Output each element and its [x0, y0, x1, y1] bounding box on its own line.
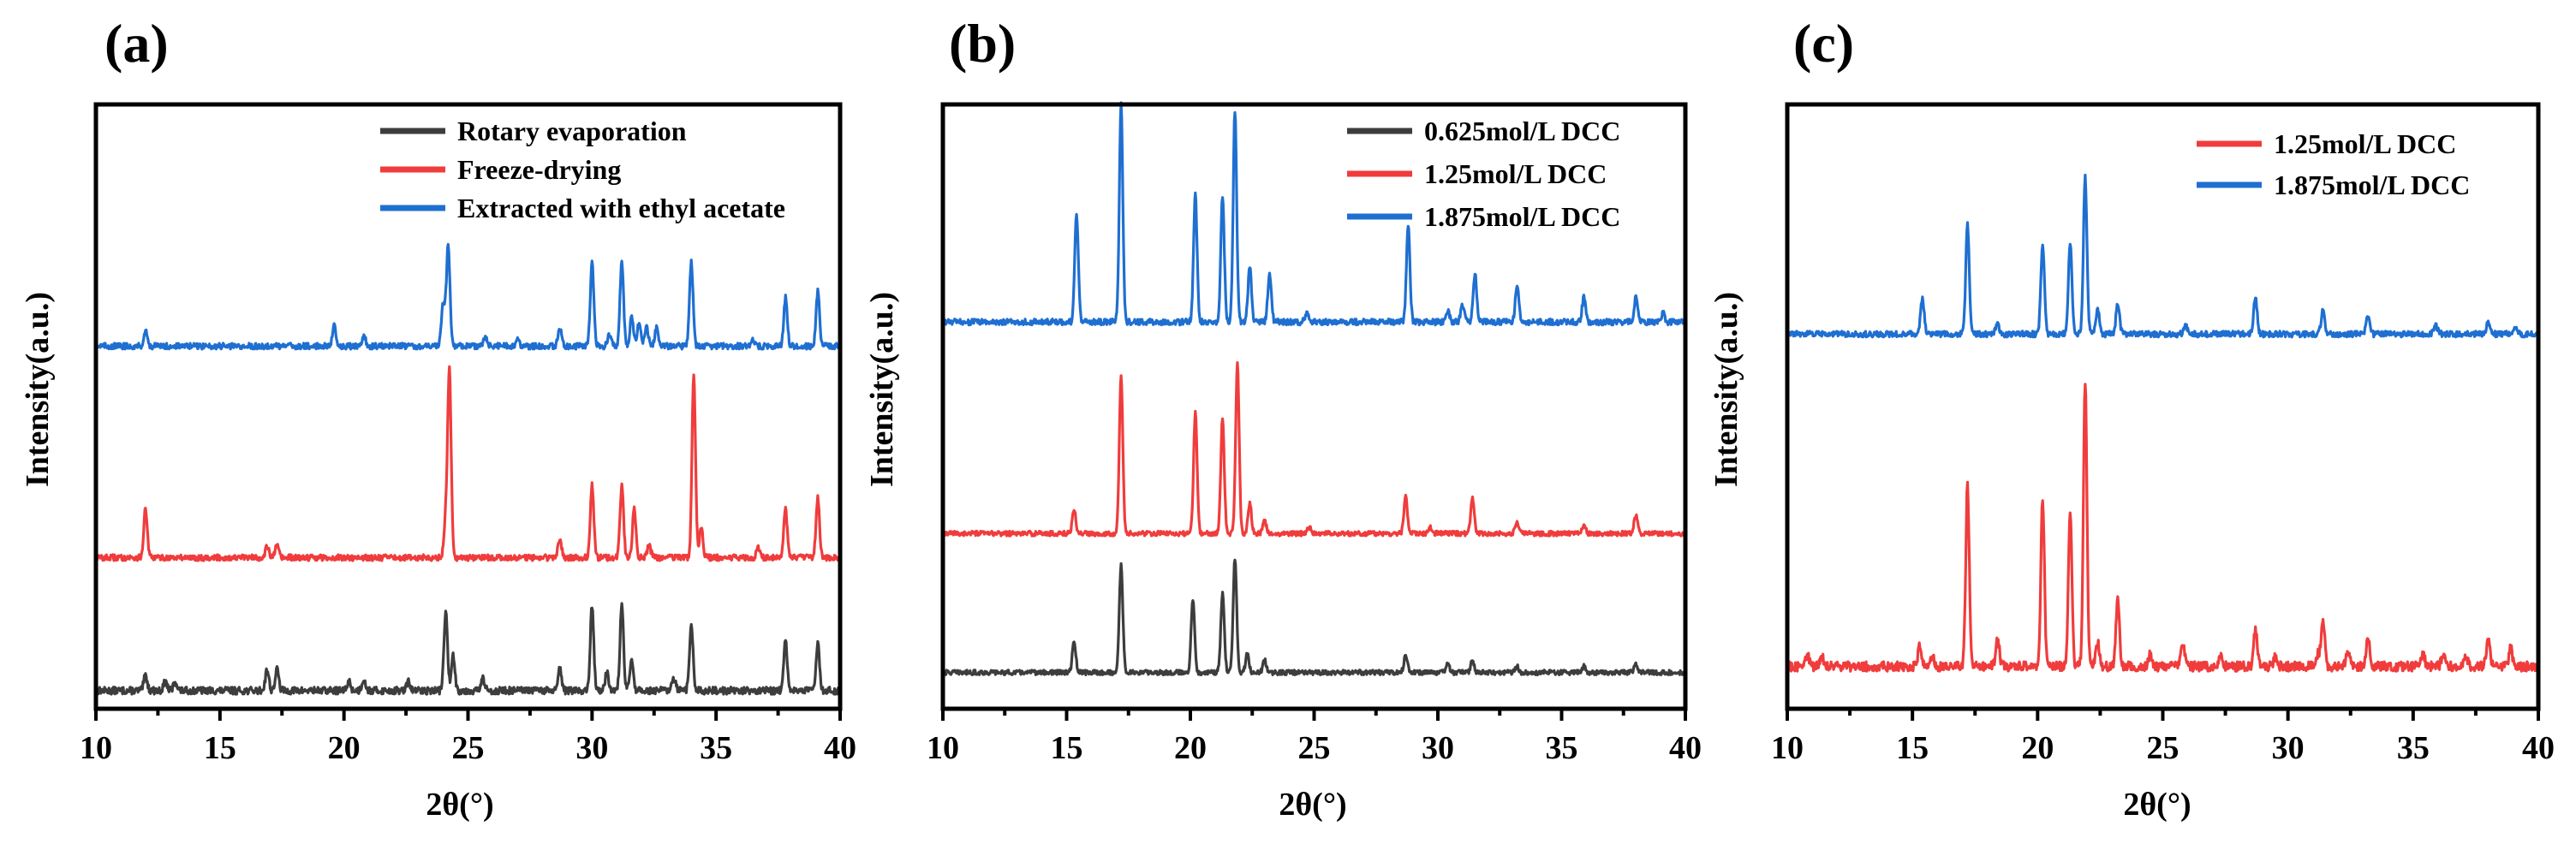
series-line-freeze-drying [94, 365, 842, 562]
x-tick-label: 25 [452, 730, 485, 766]
panel-a-traces [94, 242, 842, 696]
x-tick-label: 35 [2397, 730, 2430, 766]
x-tick-label: 10 [80, 730, 112, 766]
x-tick-label: 15 [204, 730, 236, 766]
x-tick-label: 20 [1174, 730, 1207, 766]
panel-b-xlabel: 2θ(°) [1279, 787, 1346, 823]
x-tick-label: 30 [575, 730, 608, 766]
legend-label: 0.625mol/L DCC [1424, 116, 1620, 146]
legend-label: Extracted with ethyl acetate [457, 193, 785, 223]
legend-label: 1.875mol/L DCC [2274, 169, 2470, 200]
panel-a-x-ticks: 10 15 20 25 30 35 40 [80, 709, 856, 766]
panel-a-ylabel: Intensity(a.u.) [20, 292, 56, 487]
series-line-1-25mol-l-dcc [1786, 383, 2540, 673]
panel-a-legend: Rotary evaporation Freeze-drying Extract… [380, 116, 785, 223]
panel-b-legend: 0.625mol/L DCC 1.25mol/L DCC 1.875mol/L … [1347, 116, 1620, 232]
x-tick-label: 40 [824, 730, 856, 766]
series-line-1-875mol-l-dcc [941, 101, 1687, 327]
panel-b-label: (b) [949, 13, 1016, 74]
x-tick-label: 10 [927, 730, 959, 766]
panel-a-xlabel: 2θ(°) [426, 787, 493, 823]
panel-b-traces [941, 101, 1687, 676]
legend-label: 1.875mol/L DCC [1424, 201, 1620, 232]
legend-label: 1.25mol/L DCC [1424, 158, 1607, 189]
x-tick-label: 15 [1896, 730, 1929, 766]
panel-b-ylabel: Intensity(a.u.) [864, 292, 900, 487]
x-tick-label: 30 [2272, 730, 2305, 766]
x-tick-label: 35 [1546, 730, 1578, 766]
legend-label: 1.25mol/L DCC [2274, 128, 2456, 159]
panel-b: (b) Intensity(a.u.) 2θ(°) 10 15 20 25 30 35 40… [864, 13, 1702, 823]
panel-a: (a) Intensity(a.u.) 2θ(°) 10 15 20 25 30 35 40… [20, 13, 856, 823]
x-tick-label: 40 [1669, 730, 1702, 766]
x-tick-label: 40 [2522, 730, 2555, 766]
x-tick-label: 35 [700, 730, 732, 766]
panel-c-traces [1786, 173, 2540, 673]
series-line-1-25mol-l-dcc [941, 361, 1687, 538]
panel-c: (c) Intensity(a.u.) 2θ(°) 10 15 20 25 30 35 40… [1708, 13, 2555, 823]
panel-c-label: (c) [1793, 13, 1854, 74]
x-tick-label: 20 [328, 730, 361, 766]
x-tick-label: 20 [2021, 730, 2054, 766]
legend-label: Rotary evaporation [457, 116, 687, 146]
panel-b-plot-frame [940, 102, 1688, 711]
panel-c-x-ticks: 10 15 20 25 30 35 40 [1771, 709, 2555, 766]
panel-c-ylabel: Intensity(a.u.) [1708, 292, 1744, 487]
panel-a-label: (a) [104, 13, 169, 74]
series-line-0-625mol-l-dcc [941, 558, 1687, 676]
x-tick-label: 25 [2147, 730, 2179, 766]
x-tick-label: 30 [1422, 730, 1454, 766]
panel-c-legend: 1.25mol/L DCC 1.875mol/L DCC [2197, 128, 2470, 200]
x-tick-label: 25 [1298, 730, 1331, 766]
series-line-rotary-evaporation [94, 602, 842, 696]
panel-c-xlabel: 2θ(°) [2123, 787, 2191, 823]
legend-label: Freeze-drying [457, 154, 621, 185]
x-tick-label: 10 [1771, 730, 1804, 766]
panel-b-x-ticks: 10 15 20 25 30 35 40 [927, 709, 1702, 766]
x-tick-label: 15 [1051, 730, 1083, 766]
series-line-extracted-with-ethyl-acetate [94, 242, 842, 351]
series-line-1-875mol-l-dcc [1786, 173, 2540, 339]
